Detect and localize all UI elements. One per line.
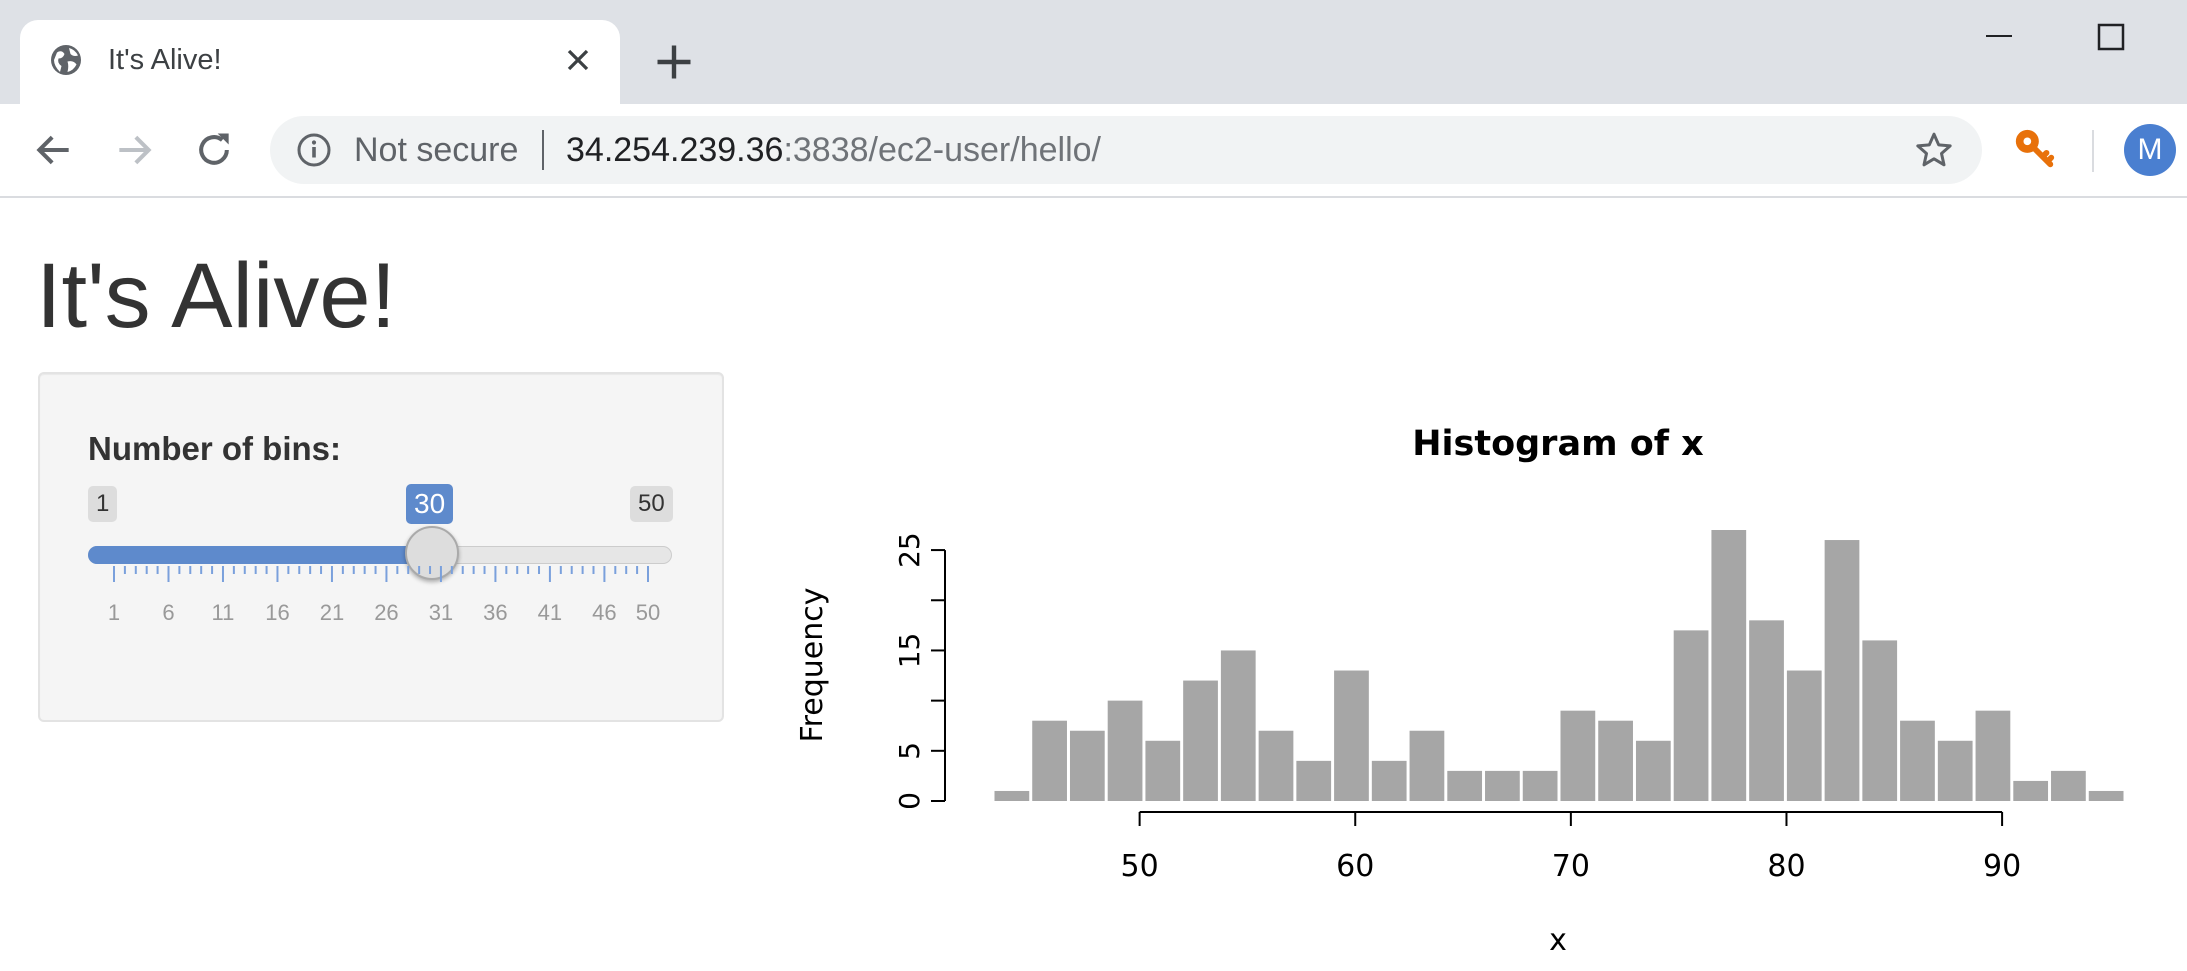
histogram-bar [1937,740,1973,801]
histogram-bar [1560,710,1596,801]
sidebar-panel: Number of bins: 1 30 50 1 6 11 16 21 26 31 36 41… [38,372,724,722]
back-arrow-icon[interactable] [32,128,76,172]
slider-ticks [113,566,649,582]
omnibox-divider [542,130,544,170]
url-host: 34.254.239.36 [566,131,784,169]
histogram-chart: Histogram of x Frequency x 0 5 15 25 50 60 70 8… [795,424,2124,958]
page-title: It's Alive! [36,245,397,347]
info-icon[interactable] [296,132,332,168]
slider-tick-label: 1 [107,600,121,625]
tab-strip: It's Alive! [0,0,2187,104]
slider-tick-label: 50 [635,600,661,625]
histogram-bar [1296,760,1332,801]
x-tick-label: 80 [1767,849,1805,884]
globe-icon [51,45,81,75]
y-tick-label: 0 [893,792,926,810]
histogram-bar [1258,730,1294,801]
slider-max-label: 50 [630,486,673,522]
slider-tick-label: 41 [537,600,563,625]
browser-toolbar: Not secure 34.254.239.36:3838/ec2-user/h… [0,104,2187,198]
histogram-bar [1447,770,1483,801]
histogram-bar [1145,740,1181,801]
histogram-bar [1032,720,1067,801]
histogram-bar [1749,620,1784,801]
reload-icon[interactable] [192,128,236,172]
x-tick-label: 50 [1121,849,1159,884]
plus-icon[interactable] [652,40,696,84]
x-tick-label: 70 [1552,849,1590,884]
histogram-bar [2051,770,2086,801]
chart-title: Histogram of x [1412,424,1704,464]
histogram-bar [1334,670,1369,801]
slider-tick-label: 11 [211,600,235,625]
histogram-bar [1673,630,1709,801]
histogram-bars [994,530,2124,801]
histogram-bar [1598,720,1633,801]
y-tick-label: 25 [893,532,926,568]
browser-tab[interactable]: It's Alive! [20,20,620,104]
minimize-icon[interactable] [1984,26,2014,46]
close-icon[interactable] [560,42,596,78]
key-icon[interactable] [2012,126,2058,172]
histogram-bar [1975,710,2011,801]
slider-tick-label: 21 [319,600,345,625]
x-tick-label: 90 [1983,849,2021,884]
histogram-bar [1900,720,1935,801]
address-bar[interactable]: Not secure 34.254.239.36:3838/ec2-user/h… [270,116,1982,184]
histogram-bar [2013,780,2049,801]
y-tick-label: 5 [893,742,926,760]
histogram-bar [1711,530,1747,801]
histogram-bar [1220,650,1256,801]
slider-fill [88,546,431,564]
histogram-bar [1635,740,1671,801]
histogram-bar [1069,730,1105,801]
slider-tick-label: 31 [428,600,454,625]
histogram-bar [1824,540,1860,801]
x-tick-label: 60 [1336,849,1374,884]
histogram-bar [1183,680,1218,801]
slider-value-label: 30 [406,484,454,524]
slider-label: Number of bins: [88,430,341,467]
url-text[interactable]: 34.254.239.36:3838/ec2-user/hello/ [566,131,1101,170]
chart-axes: 0 5 15 25 50 60 70 80 90 [893,532,2021,884]
maximize-icon[interactable] [2096,22,2126,52]
x-axis-label: x [1549,923,1567,958]
star-icon[interactable] [1914,130,1954,170]
histogram-bar [1862,640,1898,801]
histogram-bar [2088,790,2124,801]
slider-handle[interactable] [405,526,460,580]
avatar[interactable]: M [2124,124,2176,176]
y-tick-label: 15 [893,633,926,669]
histogram-bar [1409,730,1445,801]
slider-min-label: 1 [88,486,118,522]
slider-tick-label: 16 [265,600,290,625]
histogram-bar [994,790,1030,801]
slider-tick-label: 36 [483,600,508,625]
forward-arrow-icon[interactable] [112,128,156,172]
histogram-bar [1786,670,1822,801]
toolbar-divider [2092,130,2094,172]
histogram-bar [1522,770,1558,801]
y-axis-label: Frequency [795,588,830,743]
slider-tick-label: 26 [374,600,399,625]
histogram-bar [1371,760,1407,801]
tab-title: It's Alive! [108,44,222,76]
slider-tick-label: 6 [162,600,175,625]
slider-tick-label: 46 [592,600,617,625]
security-label[interactable]: Not secure [354,131,519,169]
histogram-bar [1485,770,1520,801]
url-path: :3838/ec2-user/hello/ [783,131,1101,169]
histogram-bar [1107,700,1143,801]
